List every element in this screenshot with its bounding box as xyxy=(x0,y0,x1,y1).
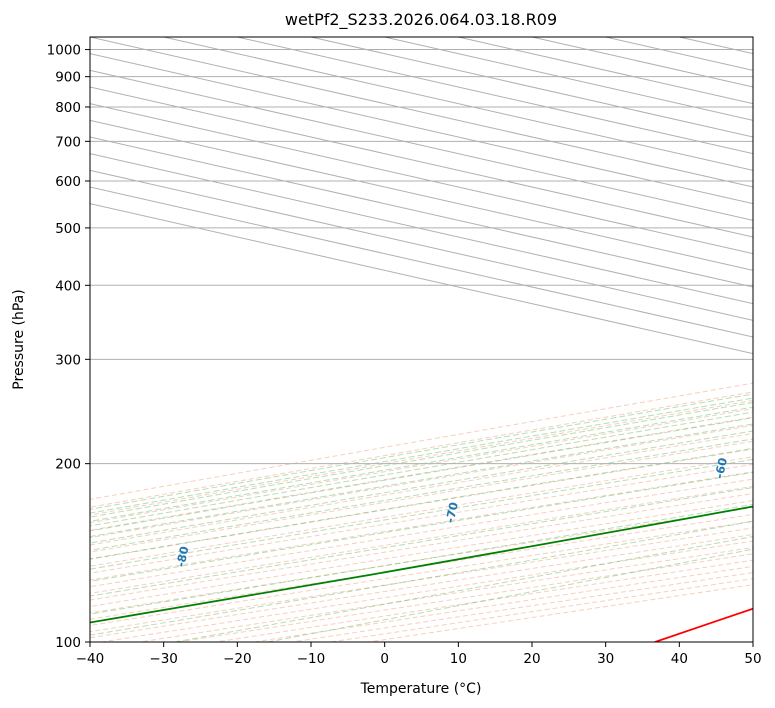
x-axis-label: Temperature (°C) xyxy=(360,681,482,697)
dewpoint-profile xyxy=(90,505,753,624)
profile-series xyxy=(90,505,753,642)
grid-lines xyxy=(90,37,753,642)
x-axis-ticks: −40 −30 −20 −10 0 10 20 30 40 50 xyxy=(76,642,762,667)
dry-adiabat xyxy=(330,578,753,642)
y-axis-ticks: 100 200 300 400 500 600 700 800 900 1000 xyxy=(47,43,90,651)
moist-adiabat xyxy=(90,406,753,522)
dry-adiabat xyxy=(90,391,753,508)
y-tick-label: 100 xyxy=(55,635,81,651)
dry-adiabat xyxy=(90,424,753,539)
dry-adiabat xyxy=(90,463,753,574)
x-tick-label: 30 xyxy=(597,651,614,667)
moist-adiabats xyxy=(90,393,753,642)
x-tick-label: −10 xyxy=(297,651,326,667)
isotherm-line xyxy=(90,53,753,205)
isotherm-line xyxy=(90,169,753,321)
isotherm-line xyxy=(90,186,753,338)
moist-adiabat xyxy=(90,417,753,532)
isotherm-line xyxy=(90,69,753,221)
dry-adiabat xyxy=(90,448,753,560)
chart-title: wetPf2_S233.2026.064.03.18.R09 xyxy=(285,10,557,30)
moist-adiabat xyxy=(90,438,753,551)
isotherm-line xyxy=(237,37,753,155)
isotherm-labels: -100-90-80-70-60-50-40-30-20-10 xyxy=(173,456,730,568)
x-tick-label: 40 xyxy=(671,651,688,667)
moist-adiabat xyxy=(90,486,753,597)
moist-adiabat xyxy=(90,430,753,544)
moist-adiabat xyxy=(90,503,753,615)
dry-adiabat xyxy=(90,416,753,531)
plot-frame xyxy=(89,36,754,643)
dry-adiabat xyxy=(90,382,753,500)
dry-adiabat xyxy=(90,513,753,620)
isotherm-line xyxy=(679,37,753,55)
dry-adiabat xyxy=(90,500,753,608)
y-tick-label: 800 xyxy=(55,100,81,116)
y-tick-label: 700 xyxy=(55,134,81,150)
isotherm-line xyxy=(90,37,753,188)
dry-adiabat xyxy=(90,520,753,627)
dry-adiabat xyxy=(90,432,753,546)
moist-adiabat xyxy=(90,423,753,538)
x-tick-label: −30 xyxy=(149,651,178,667)
y-tick-label: 200 xyxy=(55,457,81,473)
isotherm-line xyxy=(531,37,753,88)
dry-adiabat xyxy=(90,408,753,524)
dry-adiabat xyxy=(90,493,753,601)
dry-adiabat xyxy=(90,478,753,588)
x-tick-label: −20 xyxy=(223,651,252,667)
y-tick-label: 500 xyxy=(55,221,81,237)
isotherm-line xyxy=(163,37,753,171)
x-tick-label: 50 xyxy=(744,651,761,667)
y-tick-label: 1000 xyxy=(47,43,81,59)
x-tick-label: 20 xyxy=(523,651,540,667)
y-tick-label: 900 xyxy=(55,70,81,86)
dry-adiabat xyxy=(254,565,753,642)
dry-adiabat xyxy=(90,471,753,581)
isotherm-line xyxy=(90,86,753,238)
y-tick-label: 300 xyxy=(55,352,81,368)
y-tick-label: 400 xyxy=(55,278,81,294)
x-tick-label: −40 xyxy=(76,651,105,667)
isotherm-line xyxy=(310,37,753,138)
dry-adiabat xyxy=(90,399,753,516)
moist-adiabat xyxy=(90,458,753,570)
isotherm-line xyxy=(90,119,753,271)
isotherm-line xyxy=(90,103,753,255)
isotherm-line xyxy=(752,37,753,38)
y-tick-label: 600 xyxy=(55,174,81,190)
x-tick-label: 0 xyxy=(380,651,389,667)
moist-adiabat xyxy=(90,411,753,527)
dry-adiabat xyxy=(90,507,753,614)
isotherm-line xyxy=(90,153,753,305)
moist-adiabat xyxy=(90,471,753,582)
plot-area: -100-90-80-70-60-50-40-30-20-10 0.10.20.… xyxy=(90,37,753,642)
isotherm-label: -60 xyxy=(712,456,730,479)
dry-adiabat xyxy=(139,546,753,642)
moist-adiabat xyxy=(90,397,753,514)
isotherm-line xyxy=(90,136,753,288)
isotherm-line xyxy=(90,203,753,355)
dry-adiabat xyxy=(90,485,753,594)
dry-adiabat xyxy=(90,440,753,553)
x-tick-label: 10 xyxy=(450,651,467,667)
dry-adiabats xyxy=(90,382,753,642)
moist-adiabat xyxy=(90,447,753,560)
isotherm-label: -70 xyxy=(443,501,461,524)
isotherm-label: -80 xyxy=(173,545,191,568)
moist-adiabat xyxy=(90,393,753,510)
dry-adiabat xyxy=(90,456,753,567)
y-axis-label: Pressure (hPa) xyxy=(11,289,27,389)
moist-adiabat xyxy=(90,401,753,518)
moist-adiabat xyxy=(90,520,753,636)
